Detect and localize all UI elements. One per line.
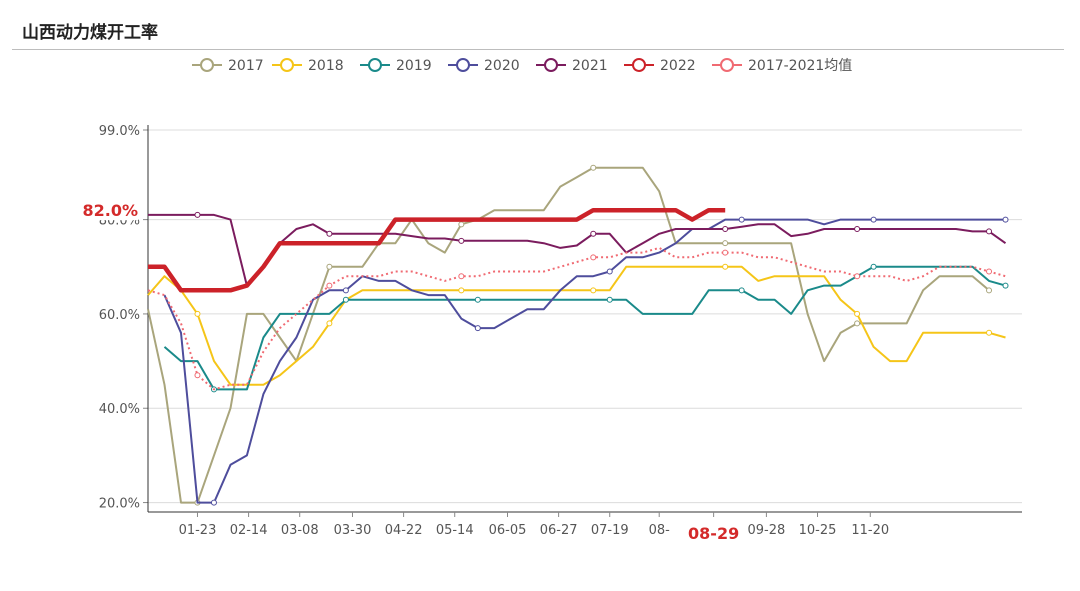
series-line-2017-2021均值 [147,246,1006,391]
x-tick-label: 10-25 [799,523,837,538]
x-tick-label: 01-23 [179,523,217,538]
x-tick-label: 03-08 [281,523,319,538]
data-point [458,287,465,294]
x-tick-label: 07-19 [591,523,629,538]
data-point [474,296,481,303]
series-2018 [147,263,1006,386]
x-tick-label: 06-27 [540,523,578,538]
data-point [194,372,201,379]
data-point [986,287,993,294]
legend-swatch-marker [456,58,470,72]
data-point [722,226,729,233]
data-point [194,310,201,317]
legend-label: 2017 [228,58,264,74]
highlight-value-bg [80,198,138,221]
data-point [458,237,465,244]
x-tick-label: 11-20 [851,523,889,538]
data-point [738,287,745,294]
data-point [870,263,877,270]
data-point [1002,216,1009,223]
series-line-2018 [147,265,1006,386]
x-tick-label: 05-14 [436,523,474,538]
legend-item-2019: 2019 [360,58,432,74]
legend-swatch-marker [720,58,734,72]
series-line-2021 [148,213,1007,287]
data-point [326,263,333,270]
legend-label: 2018 [308,58,344,74]
x-tick-label: 08- [649,523,671,538]
data-point [986,268,993,275]
x-tick-label-highlight: 08-29 [688,524,739,543]
data-point [458,273,465,280]
data-point [854,310,861,317]
data-point [458,221,465,228]
legend: 2017 2018 2019 2020 2021 2022 2017-2021均值 [192,58,852,74]
series-line-2019 [163,265,1006,391]
data-point [722,240,729,247]
data-point [326,282,333,289]
legend-swatch-marker [544,58,558,72]
series-2021 [148,211,1007,287]
data-point [590,287,597,294]
y-tick-label: 40.0% [99,402,140,417]
x-tick-label: 03-30 [334,523,372,538]
data-point [738,216,745,223]
data-point [342,296,349,303]
series-2022 [148,207,726,293]
data-point [1002,282,1009,289]
data-point [870,216,877,223]
data-point [722,263,729,270]
title-divider [12,49,1064,50]
y-tick-label: 60.0% [99,308,140,323]
y-tick-label: 20.0% [99,497,140,512]
legend-item-2017: 2017 [192,58,264,74]
series-2019 [163,263,1009,393]
legend-label: 2019 [396,58,432,74]
legend-item-2022: 2022 [624,58,696,74]
data-point [210,499,217,506]
data-point [854,226,861,233]
legend-item-2021: 2021 [536,58,608,74]
data-point [854,273,861,280]
data-point [986,228,993,235]
series-2017-2021均值 [147,246,1006,391]
legend-item-2017-2021均值: 2017-2021均值 [712,58,852,74]
legend-swatch-marker [632,58,646,72]
data-point [342,287,349,294]
legend-label: 2022 [660,58,696,74]
data-point [606,296,613,303]
data-point [474,325,481,332]
legend-swatch-marker [368,58,382,72]
data-point [326,320,333,327]
series-2020 [163,216,1009,506]
data-point [606,268,613,275]
legend-item-2020: 2020 [448,58,520,74]
data-point [326,230,333,237]
x-tick-label: 09-28 [748,523,786,538]
data-point [854,320,861,327]
series-line-2020 [163,218,1006,504]
series-line-2022 [148,207,726,293]
legend-item-2018: 2018 [272,58,344,74]
legend-label: 2020 [484,58,520,74]
y-tick-label: 99.0% [99,124,140,139]
data-point [590,164,597,171]
data-point [722,249,729,256]
x-tick-label: 04-22 [385,523,423,538]
legend-label: 2021 [572,58,608,74]
data-point [590,230,597,237]
x-tick-label: 02-14 [230,523,268,538]
highlight-value-label: 82.0% [82,201,138,220]
x-tick-label: 06-05 [489,523,527,538]
data-point [194,211,201,218]
legend-swatch-marker [280,58,294,72]
chart-title: 山西动力煤开工率 [22,23,158,43]
data-point [986,329,993,336]
legend-swatch-marker [200,58,214,72]
data-point [590,254,597,261]
legend-label: 2017-2021均值 [748,58,852,74]
